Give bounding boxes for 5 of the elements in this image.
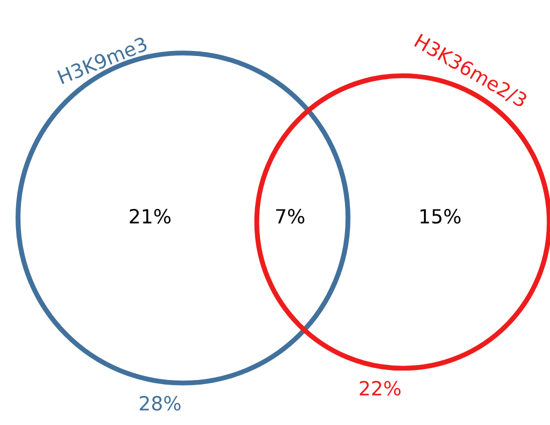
data-label: 21% [130,208,171,224]
text: 22% [360,380,401,396]
text: 28% [140,396,181,411]
data-label: 7% [276,208,304,224]
data-label: 15% [420,208,461,224]
